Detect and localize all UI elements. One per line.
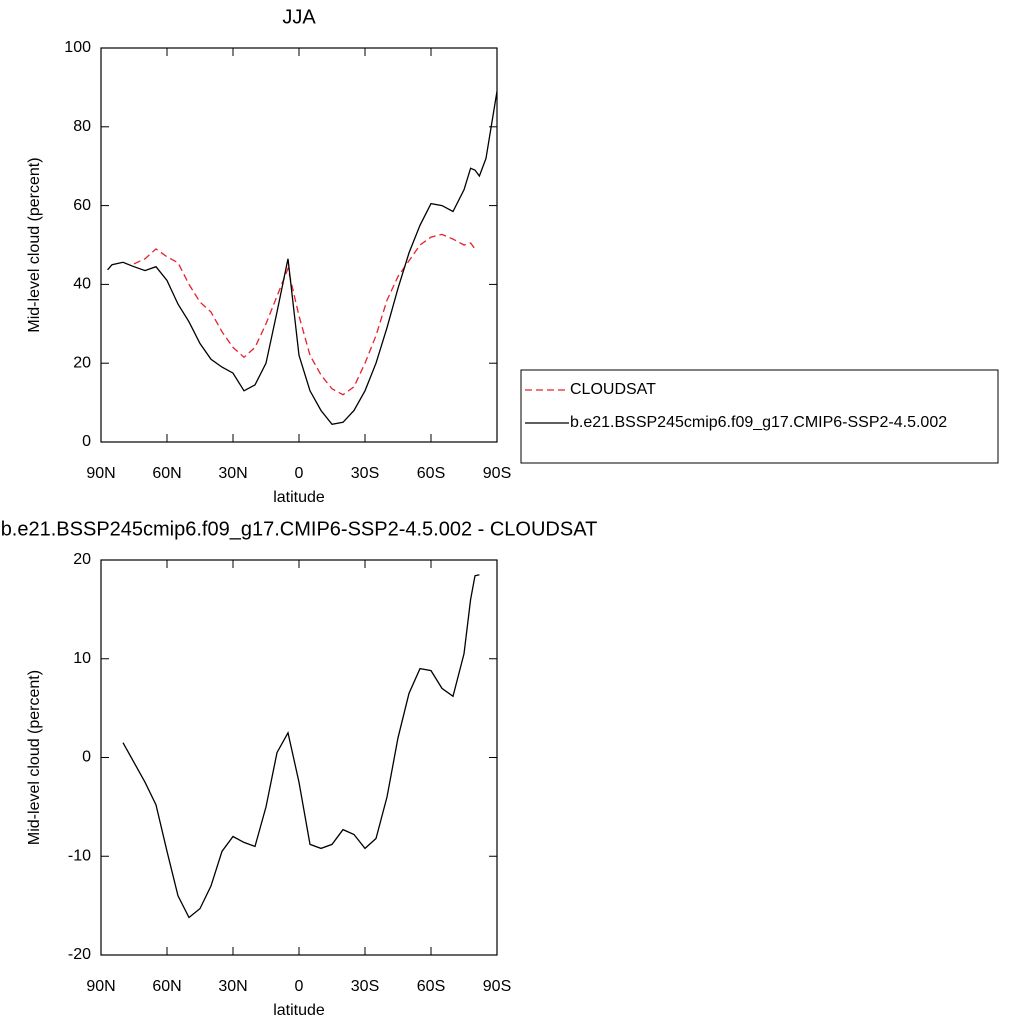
x-tick-label: 60N	[152, 465, 181, 482]
x-tick-label: 90N	[86, 465, 115, 482]
x-tick-label: 90S	[483, 465, 511, 482]
y-tick-label: 10	[73, 650, 91, 667]
plot-frame	[100, 559, 498, 956]
x-tick-label: 30N	[218, 465, 247, 482]
y-axis-label: Mid-level cloud (percent)	[26, 670, 43, 845]
x-tick-label: 90N	[86, 978, 115, 995]
y-tick-label: 40	[73, 276, 91, 293]
chart-title: JJA	[282, 6, 316, 28]
x-tick-label: 60N	[152, 978, 181, 995]
x-tick-label: 0	[295, 465, 304, 482]
x-tick-label: 60S	[417, 465, 445, 482]
x-tick-label: 60S	[417, 978, 445, 995]
y-tick-label: 0	[82, 749, 91, 766]
y-tick-label: -20	[68, 946, 91, 963]
chart-title: b.e21.BSSP245cmip6.f09_g17.CMIP6-SSP2-4.…	[1, 518, 598, 540]
x-axis-label: latitude	[273, 489, 325, 506]
y-tick-label: 20	[73, 354, 91, 371]
x-axis-label: latitude	[273, 1002, 325, 1019]
y-tick-label: 60	[73, 197, 91, 214]
x-tick-label: 90S	[483, 978, 511, 995]
data-line	[122, 574, 480, 919]
y-axis-label: Mid-level cloud (percent)	[26, 157, 43, 332]
legend-label: CLOUDSAT	[570, 381, 656, 398]
x-tick-label: 30S	[351, 465, 379, 482]
data-line	[107, 91, 498, 426]
x-tick-label: 30N	[218, 978, 247, 995]
y-tick-label: -10	[68, 847, 91, 864]
x-tick-label: 30S	[351, 978, 379, 995]
y-tick-label: 80	[73, 118, 91, 135]
plot-frame	[100, 47, 498, 443]
y-tick-label: 20	[73, 551, 91, 568]
x-tick-label: 0	[295, 978, 304, 995]
legend-box	[520, 369, 999, 464]
y-tick-label: 100	[64, 39, 91, 56]
y-tick-label: 0	[82, 433, 91, 450]
legend-label: b.e21.BSSP245cmip6.f09_g17.CMIP6-SSP2-4.…	[570, 414, 947, 431]
